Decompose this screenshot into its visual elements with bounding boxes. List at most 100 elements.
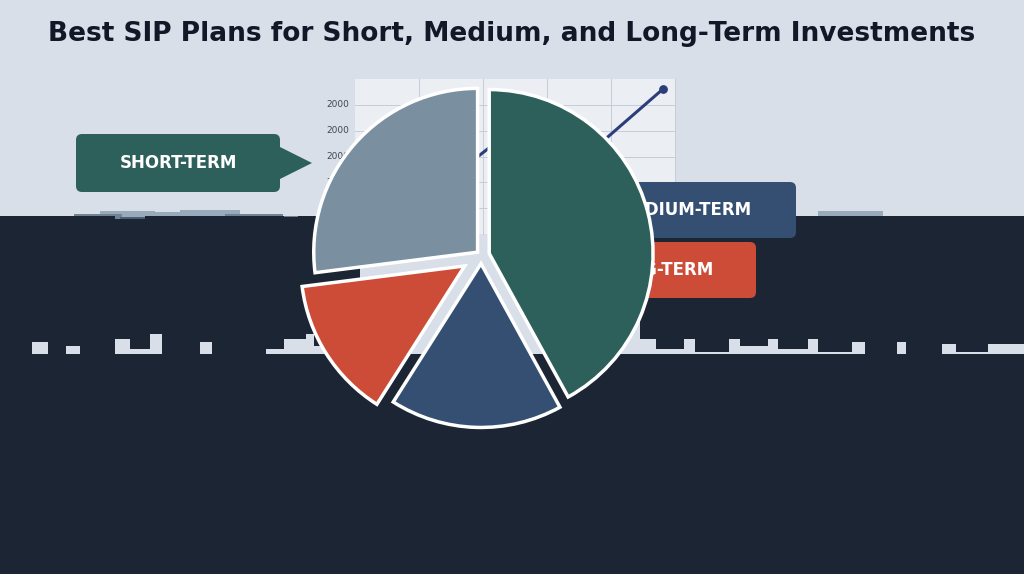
- Point: [433, 181, 450, 190]
- Bar: [278, 217, 306, 339]
- Bar: [62, 216, 84, 346]
- Bar: [80, 216, 115, 356]
- Bar: [708, 214, 778, 302]
- Bar: [965, 220, 1024, 319]
- Bar: [314, 216, 344, 346]
- Bar: [802, 216, 824, 339]
- Bar: [276, 216, 318, 306]
- Bar: [110, 219, 138, 339]
- Wedge shape: [313, 88, 477, 273]
- Bar: [874, 218, 925, 292]
- Bar: [890, 216, 912, 342]
- Wedge shape: [393, 263, 560, 428]
- Bar: [818, 211, 883, 299]
- Point: [507, 123, 523, 132]
- Bar: [180, 210, 240, 302]
- Text: 2000: 2000: [326, 100, 349, 109]
- Bar: [818, 216, 852, 352]
- Bar: [872, 216, 927, 316]
- Bar: [922, 218, 974, 326]
- Bar: [228, 218, 266, 316]
- Text: LONG-TERM: LONG-TERM: [606, 261, 714, 279]
- Text: 2000: 2000: [326, 178, 349, 187]
- Wedge shape: [302, 266, 465, 404]
- Bar: [158, 221, 193, 319]
- Bar: [233, 217, 278, 292]
- Bar: [656, 216, 684, 349]
- Bar: [100, 211, 155, 299]
- Bar: [920, 217, 970, 312]
- Bar: [786, 216, 841, 316]
- Bar: [145, 216, 170, 334]
- FancyBboxPatch shape: [76, 134, 280, 192]
- Bar: [225, 214, 283, 319]
- Bar: [762, 216, 784, 339]
- FancyBboxPatch shape: [574, 182, 796, 238]
- Bar: [918, 216, 976, 296]
- Bar: [314, 217, 354, 289]
- Bar: [831, 219, 880, 309]
- Bar: [148, 216, 200, 316]
- Bar: [650, 216, 700, 312]
- Bar: [298, 216, 319, 334]
- Bar: [742, 219, 794, 309]
- Bar: [660, 218, 715, 296]
- Bar: [130, 219, 150, 349]
- Bar: [695, 216, 729, 352]
- Polygon shape: [535, 252, 570, 288]
- Point: [654, 84, 671, 94]
- Bar: [58, 217, 103, 329]
- Bar: [0, 216, 38, 326]
- Bar: [238, 216, 243, 411]
- Text: SHORT-TERM: SHORT-TERM: [120, 154, 237, 172]
- Bar: [804, 219, 846, 319]
- Text: Best SIP Plans for Short, Medium, and Long‑Term Investments: Best SIP Plans for Short, Medium, and Lo…: [48, 21, 976, 47]
- Bar: [120, 217, 168, 329]
- Text: 2000: 2000: [326, 126, 349, 135]
- Bar: [640, 217, 685, 322]
- Bar: [162, 216, 200, 359]
- Text: 2000: 2000: [326, 204, 349, 212]
- Bar: [740, 216, 768, 346]
- Bar: [725, 221, 769, 319]
- Bar: [722, 216, 746, 339]
- Point: [358, 219, 375, 228]
- Bar: [0, 354, 1024, 574]
- Bar: [260, 216, 284, 349]
- Bar: [115, 217, 155, 309]
- Bar: [62, 216, 106, 289]
- Bar: [678, 216, 700, 339]
- Text: 2000: 2000: [326, 152, 349, 161]
- Bar: [193, 216, 217, 342]
- Bar: [96, 221, 128, 319]
- Bar: [982, 216, 1024, 344]
- Bar: [48, 216, 66, 359]
- Bar: [962, 216, 1024, 316]
- Bar: [185, 217, 237, 329]
- Bar: [215, 216, 220, 411]
- Bar: [28, 216, 52, 342]
- Bar: [355, 79, 675, 234]
- Bar: [770, 218, 825, 294]
- Text: MEDIUM-TERM: MEDIUM-TERM: [617, 201, 752, 219]
- Bar: [270, 216, 322, 296]
- Wedge shape: [489, 90, 653, 397]
- Bar: [778, 216, 808, 349]
- Bar: [338, 216, 360, 334]
- Bar: [865, 216, 897, 354]
- Bar: [640, 216, 662, 339]
- Bar: [0, 216, 50, 316]
- Bar: [310, 218, 358, 314]
- Bar: [74, 214, 122, 319]
- Point: [581, 149, 597, 158]
- Polygon shape: [545, 192, 580, 228]
- Bar: [887, 221, 929, 319]
- Bar: [845, 216, 871, 342]
- Bar: [956, 216, 988, 352]
- Bar: [678, 217, 733, 329]
- Bar: [42, 216, 80, 306]
- Bar: [968, 217, 1024, 289]
- Bar: [193, 218, 233, 306]
- Bar: [148, 212, 188, 294]
- Bar: [0, 216, 68, 296]
